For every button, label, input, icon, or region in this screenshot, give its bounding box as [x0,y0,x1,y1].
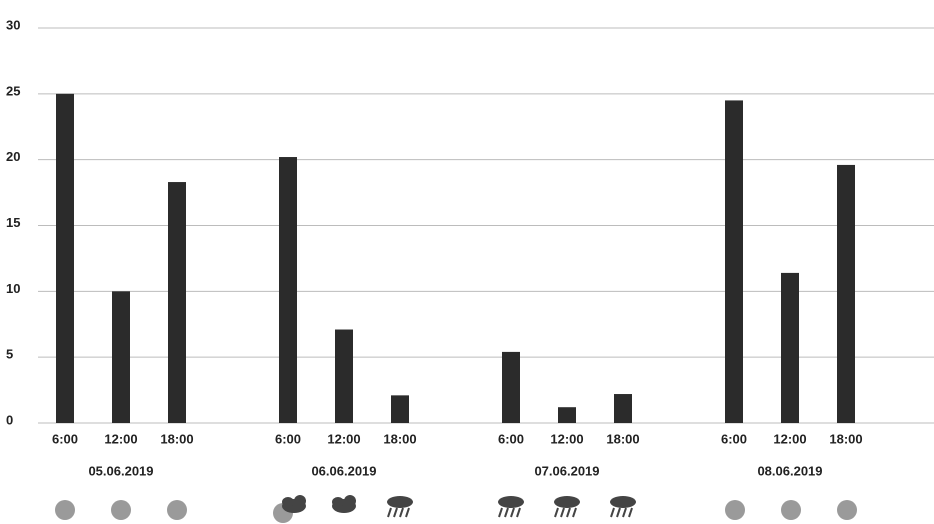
weather-icons [55,495,857,523]
bar [558,407,576,423]
bar [279,157,297,424]
x-tick-label: 18:00 [160,431,193,446]
y-tick-label: 0 [6,412,13,427]
bar [168,182,186,423]
bar [112,291,130,423]
bar [502,351,520,423]
x-tick-label: 12:00 [104,431,137,446]
group-label: 08.06.2019 [757,463,822,478]
bar [725,100,743,424]
bar [391,395,409,423]
x-tick-label: 18:00 [606,431,639,446]
y-tick-label: 15 [6,215,20,230]
y-tick-label: 20 [6,149,20,164]
y-tick-label: 30 [6,17,20,32]
x-tick-label: 6:00 [52,431,78,446]
y-tick-label: 10 [6,281,20,296]
group-label: 05.06.2019 [88,463,153,478]
bar [837,164,855,423]
x-tick-label: 12:00 [550,431,583,446]
x-tick-label: 18:00 [829,431,862,446]
x-tick-label: 6:00 [498,431,524,446]
bar [56,93,74,423]
x-tick-label: 6:00 [721,431,747,446]
bar [614,394,632,423]
bar [781,272,799,423]
y-tick-label: 25 [6,83,20,98]
x-tick-label: 6:00 [275,431,301,446]
x-tick-label: 18:00 [383,431,416,446]
x-tick-label: 12:00 [773,431,806,446]
x-tick-label: 12:00 [327,431,360,446]
group-label: 06.06.2019 [311,463,376,478]
group-label: 07.06.2019 [534,463,599,478]
y-tick-label: 5 [6,347,13,362]
bar [335,329,353,423]
